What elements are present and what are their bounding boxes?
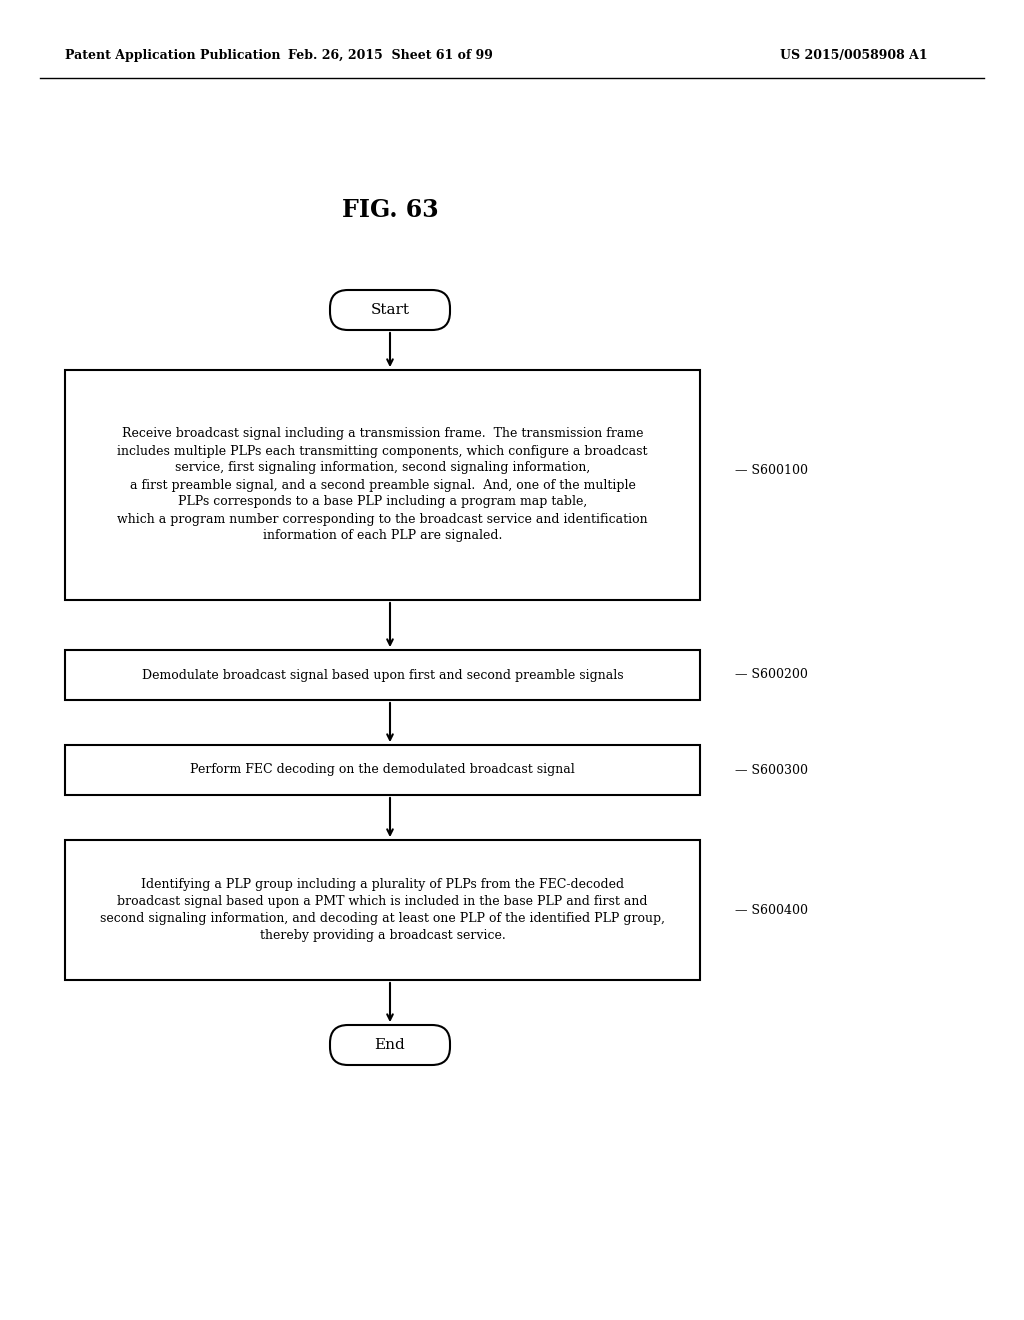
Text: End: End: [375, 1038, 406, 1052]
Text: Patent Application Publication: Patent Application Publication: [65, 49, 281, 62]
Text: Receive broadcast signal including a transmission frame.  The transmission frame: Receive broadcast signal including a tra…: [117, 428, 648, 543]
Bar: [65, 840, 700, 979]
Text: FIG. 63: FIG. 63: [342, 198, 438, 222]
Text: — S600200: — S600200: [735, 668, 808, 681]
Text: Demodulate broadcast signal based upon first and second preamble signals: Demodulate broadcast signal based upon f…: [141, 668, 624, 681]
Bar: [65, 649, 700, 700]
FancyBboxPatch shape: [330, 290, 450, 330]
FancyBboxPatch shape: [330, 1026, 450, 1065]
Text: US 2015/0058908 A1: US 2015/0058908 A1: [780, 49, 928, 62]
Text: Perform FEC decoding on the demodulated broadcast signal: Perform FEC decoding on the demodulated …: [190, 763, 574, 776]
Bar: [65, 370, 700, 601]
Text: Feb. 26, 2015  Sheet 61 of 99: Feb. 26, 2015 Sheet 61 of 99: [288, 49, 493, 62]
Text: — S600400: — S600400: [735, 903, 808, 916]
Text: — S600300: — S600300: [735, 763, 808, 776]
Bar: [65, 744, 700, 795]
Text: Start: Start: [371, 304, 410, 317]
Text: — S600100: — S600100: [735, 463, 808, 477]
Text: Identifying a PLP group including a plurality of PLPs from the FEC-decoded
broad: Identifying a PLP group including a plur…: [100, 878, 665, 942]
